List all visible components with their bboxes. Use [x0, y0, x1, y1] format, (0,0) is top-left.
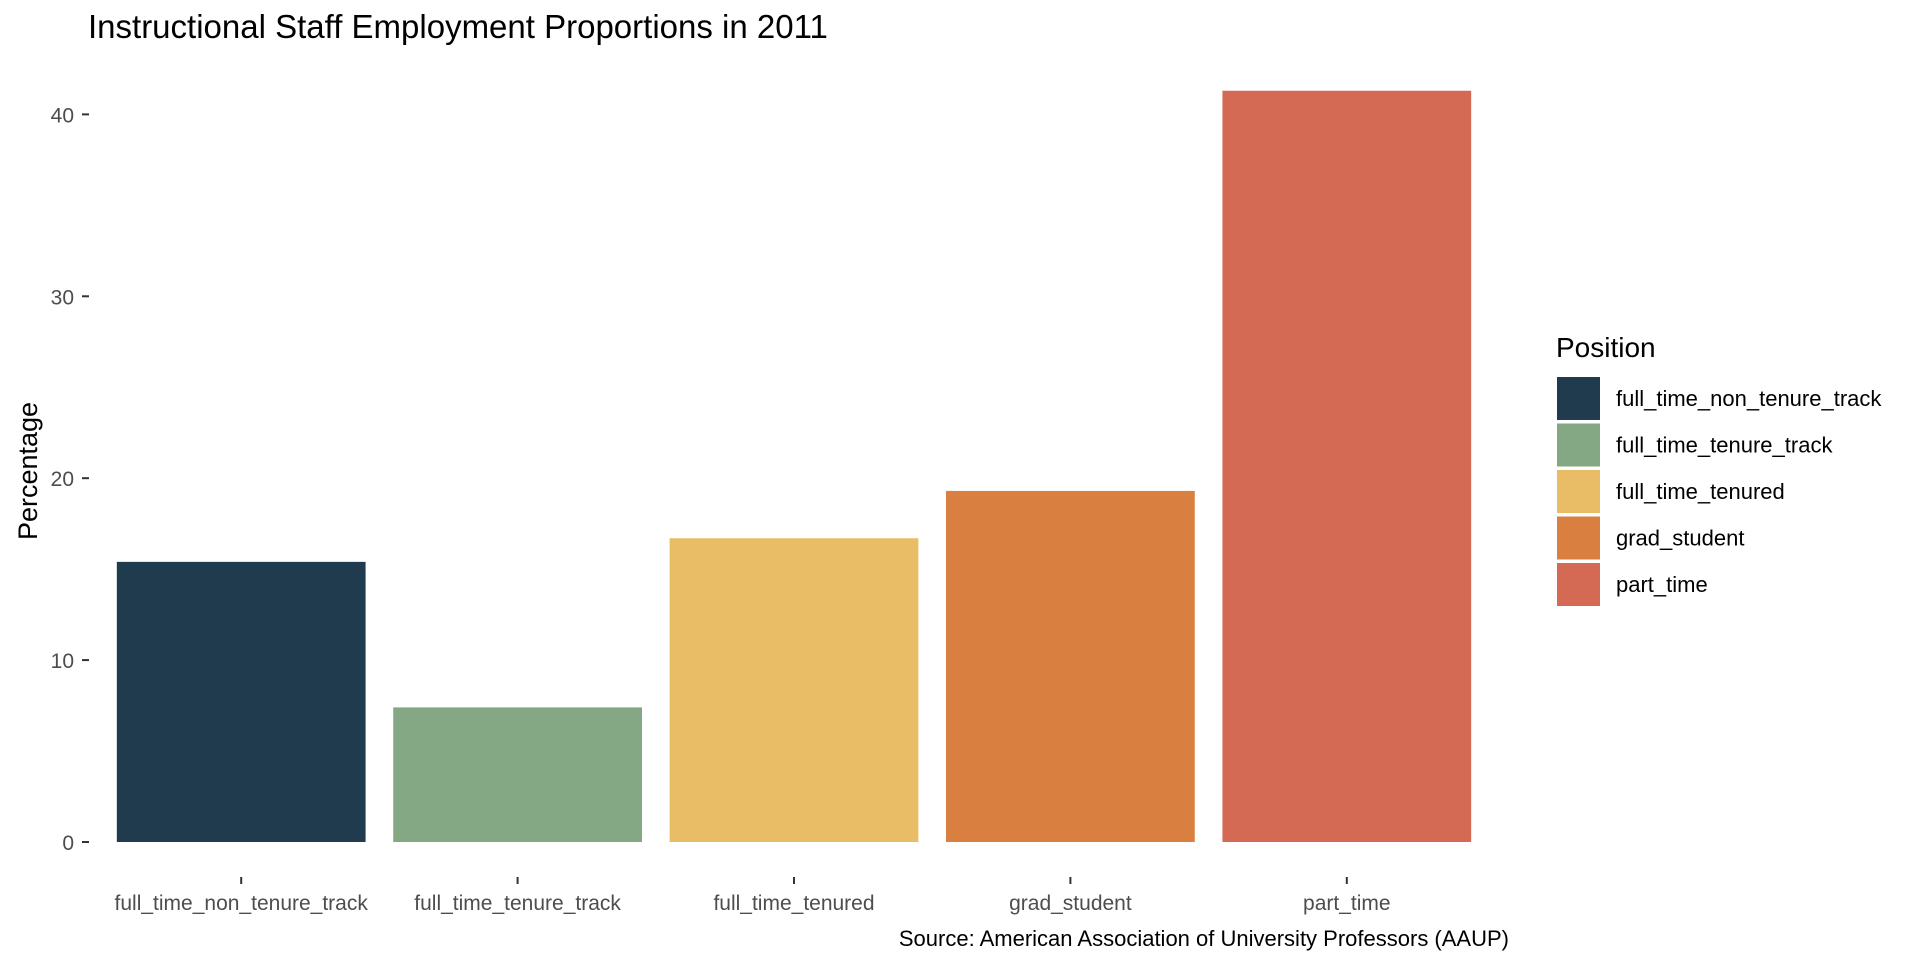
bar-part-time — [1222, 90, 1472, 842]
y-axis: 0 10 20 30 40 — [51, 104, 89, 855]
chart-title: Instructional Staff Employment Proportio… — [88, 8, 828, 45]
legend-label: part_time — [1616, 572, 1708, 597]
bar-full-time-tenure-track — [393, 707, 642, 842]
legend-swatch — [1557, 563, 1600, 606]
chart-caption: Source: American Association of Universi… — [899, 926, 1509, 951]
bars-group — [116, 90, 1472, 842]
legend-swatch — [1557, 470, 1600, 513]
bar-grad-student — [946, 490, 1195, 842]
x-tick-label: part_time — [1303, 892, 1391, 915]
legend-swatch — [1557, 377, 1600, 420]
y-tick-label: 40 — [51, 104, 74, 127]
legend-label: full_time_tenured — [1616, 479, 1785, 504]
legend-title: Position — [1556, 332, 1656, 363]
bar-full-time-tenured — [669, 538, 919, 842]
y-tick-label: 30 — [51, 286, 74, 309]
y-tick-label: 20 — [51, 468, 74, 491]
legend-swatch — [1557, 423, 1600, 467]
x-axis: full_time_non_tenure_track full_time_tenu… — [115, 877, 1391, 915]
legend: Position full_time_non_tenure_trackfull_… — [1556, 332, 1882, 606]
y-tick-label: 10 — [51, 650, 74, 673]
legend-label: grad_student — [1616, 526, 1744, 551]
x-tick-label: full_time_tenured — [713, 892, 874, 915]
x-tick-label: grad_student — [1009, 892, 1132, 915]
legend-items: full_time_non_tenure_track full_time_tenu… — [1557, 377, 1882, 606]
x-tick-label: full_time_non_tenure_track — [115, 892, 369, 915]
legend-swatch — [1557, 516, 1600, 560]
y-axis-label: Percentage — [13, 402, 43, 540]
bar-full-time-non-tenure-track — [116, 561, 366, 842]
x-tick-label: full_time_tenure_track — [414, 892, 621, 915]
y-tick-label: 0 — [62, 832, 74, 855]
legend-label: full_time_tenure_track — [1616, 433, 1833, 458]
legend-label: full_time_non_tenure_track — [1616, 386, 1882, 411]
